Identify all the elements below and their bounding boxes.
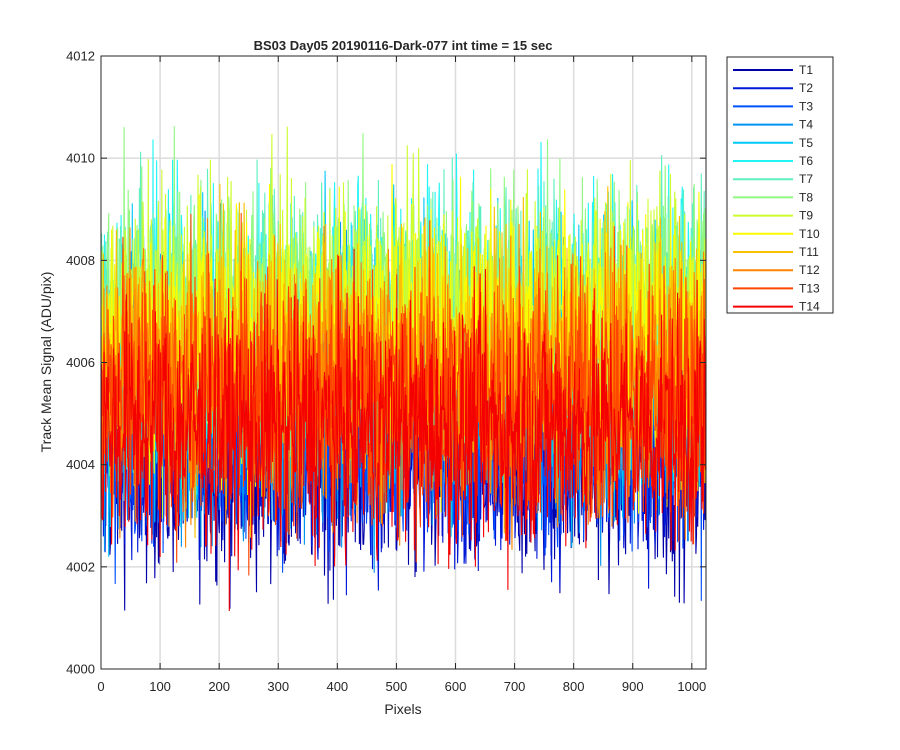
- legend-label-t4: T4: [799, 118, 813, 132]
- x-tick-label: 100: [149, 679, 171, 694]
- legend-label-t11: T11: [799, 245, 819, 259]
- x-tick-label: 600: [445, 679, 467, 694]
- legend-label-t2: T2: [799, 81, 813, 95]
- legend-label-t9: T9: [799, 209, 813, 223]
- y-tick-label: 4000: [66, 662, 95, 677]
- x-axis-title: Pixels: [384, 701, 421, 717]
- legend-label-t8: T8: [799, 190, 813, 204]
- chart-title: BS03 Day05 20190116-Dark-077 int time = …: [254, 38, 553, 53]
- x-tick-label: 300: [267, 679, 289, 694]
- y-tick-label: 4002: [66, 559, 95, 574]
- x-tick-label: 900: [622, 679, 644, 694]
- legend-label-t14: T14: [799, 300, 820, 314]
- legend-label-t3: T3: [799, 99, 813, 113]
- y-axis-title: Track Mean Signal (ADU/pix): [38, 272, 54, 453]
- x-tick-label: 700: [504, 679, 526, 694]
- legend: T1 T2 T3 T4 T5 T6 T7 T8 T9 T10 T11 T12 T13 T14: [726, 56, 834, 314]
- legend-label-t13: T13: [799, 281, 820, 295]
- legend-label-t6: T6: [799, 154, 813, 168]
- x-tick-label: 400: [326, 679, 348, 694]
- x-tick-label: 500: [386, 679, 408, 694]
- series-lines: [100, 126, 707, 612]
- y-tick-label: 4008: [66, 253, 95, 268]
- x-tick-label: 0: [97, 679, 104, 694]
- legend-label-t7: T7: [799, 172, 813, 186]
- axis-ticks: 0 100 200 300 400 500 600 700 800 900 1000 4000 4002…: [66, 49, 706, 695]
- x-tick-label: 800: [563, 679, 585, 694]
- legend-label-t10: T10: [799, 227, 820, 241]
- legend-label-t5: T5: [799, 136, 813, 150]
- x-tick-label: 1000: [677, 679, 706, 694]
- y-tick-label: 4010: [66, 151, 95, 166]
- x-tick-label: 200: [208, 679, 230, 694]
- y-tick-label: 4006: [66, 355, 95, 370]
- y-tick-label: 4004: [66, 457, 95, 472]
- y-tick-label: 4012: [66, 49, 95, 64]
- legend-label-t1: T1: [799, 63, 813, 77]
- legend-label-t12: T12: [799, 263, 820, 277]
- series-line-t14: [100, 248, 707, 612]
